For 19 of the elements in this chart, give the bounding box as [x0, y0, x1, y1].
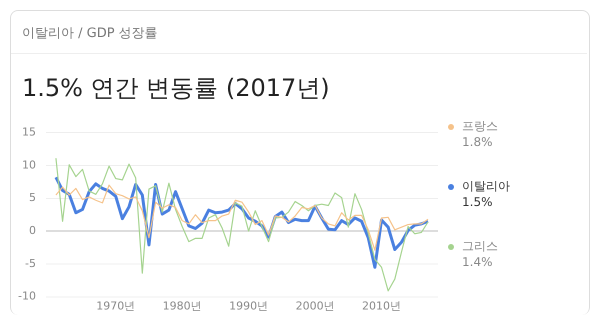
- chart-title: 1.5% 연간 변동률 (2017년): [22, 73, 330, 104]
- legend-label: 이탈리아: [462, 178, 510, 195]
- y-tick-label: 15: [22, 125, 36, 138]
- x-tick-label: 1980년: [162, 299, 202, 312]
- y-tick-label: 10: [22, 158, 36, 172]
- chart-subtitle: 이탈리아 / GDP 성장률: [22, 25, 158, 42]
- text: 1.8%: [462, 135, 494, 149]
- y-tick-label: -5: [25, 256, 36, 270]
- x-tick-label: 2000년: [296, 299, 335, 312]
- y-tick-label: -10: [18, 290, 36, 303]
- text: 1.5%: [462, 195, 494, 209]
- legend-label: 그리스: [462, 238, 498, 255]
- legend-label: 프랑스: [462, 118, 498, 135]
- x-tick-label: 1990년: [229, 299, 268, 312]
- y-tick-label: 0: [28, 224, 36, 237]
- x-tick-label: 2010년: [362, 299, 402, 312]
- y-tick-label: 5: [28, 191, 36, 204]
- x-tick-label: 1970년: [96, 299, 136, 312]
- text: 1.4%: [462, 255, 494, 269]
